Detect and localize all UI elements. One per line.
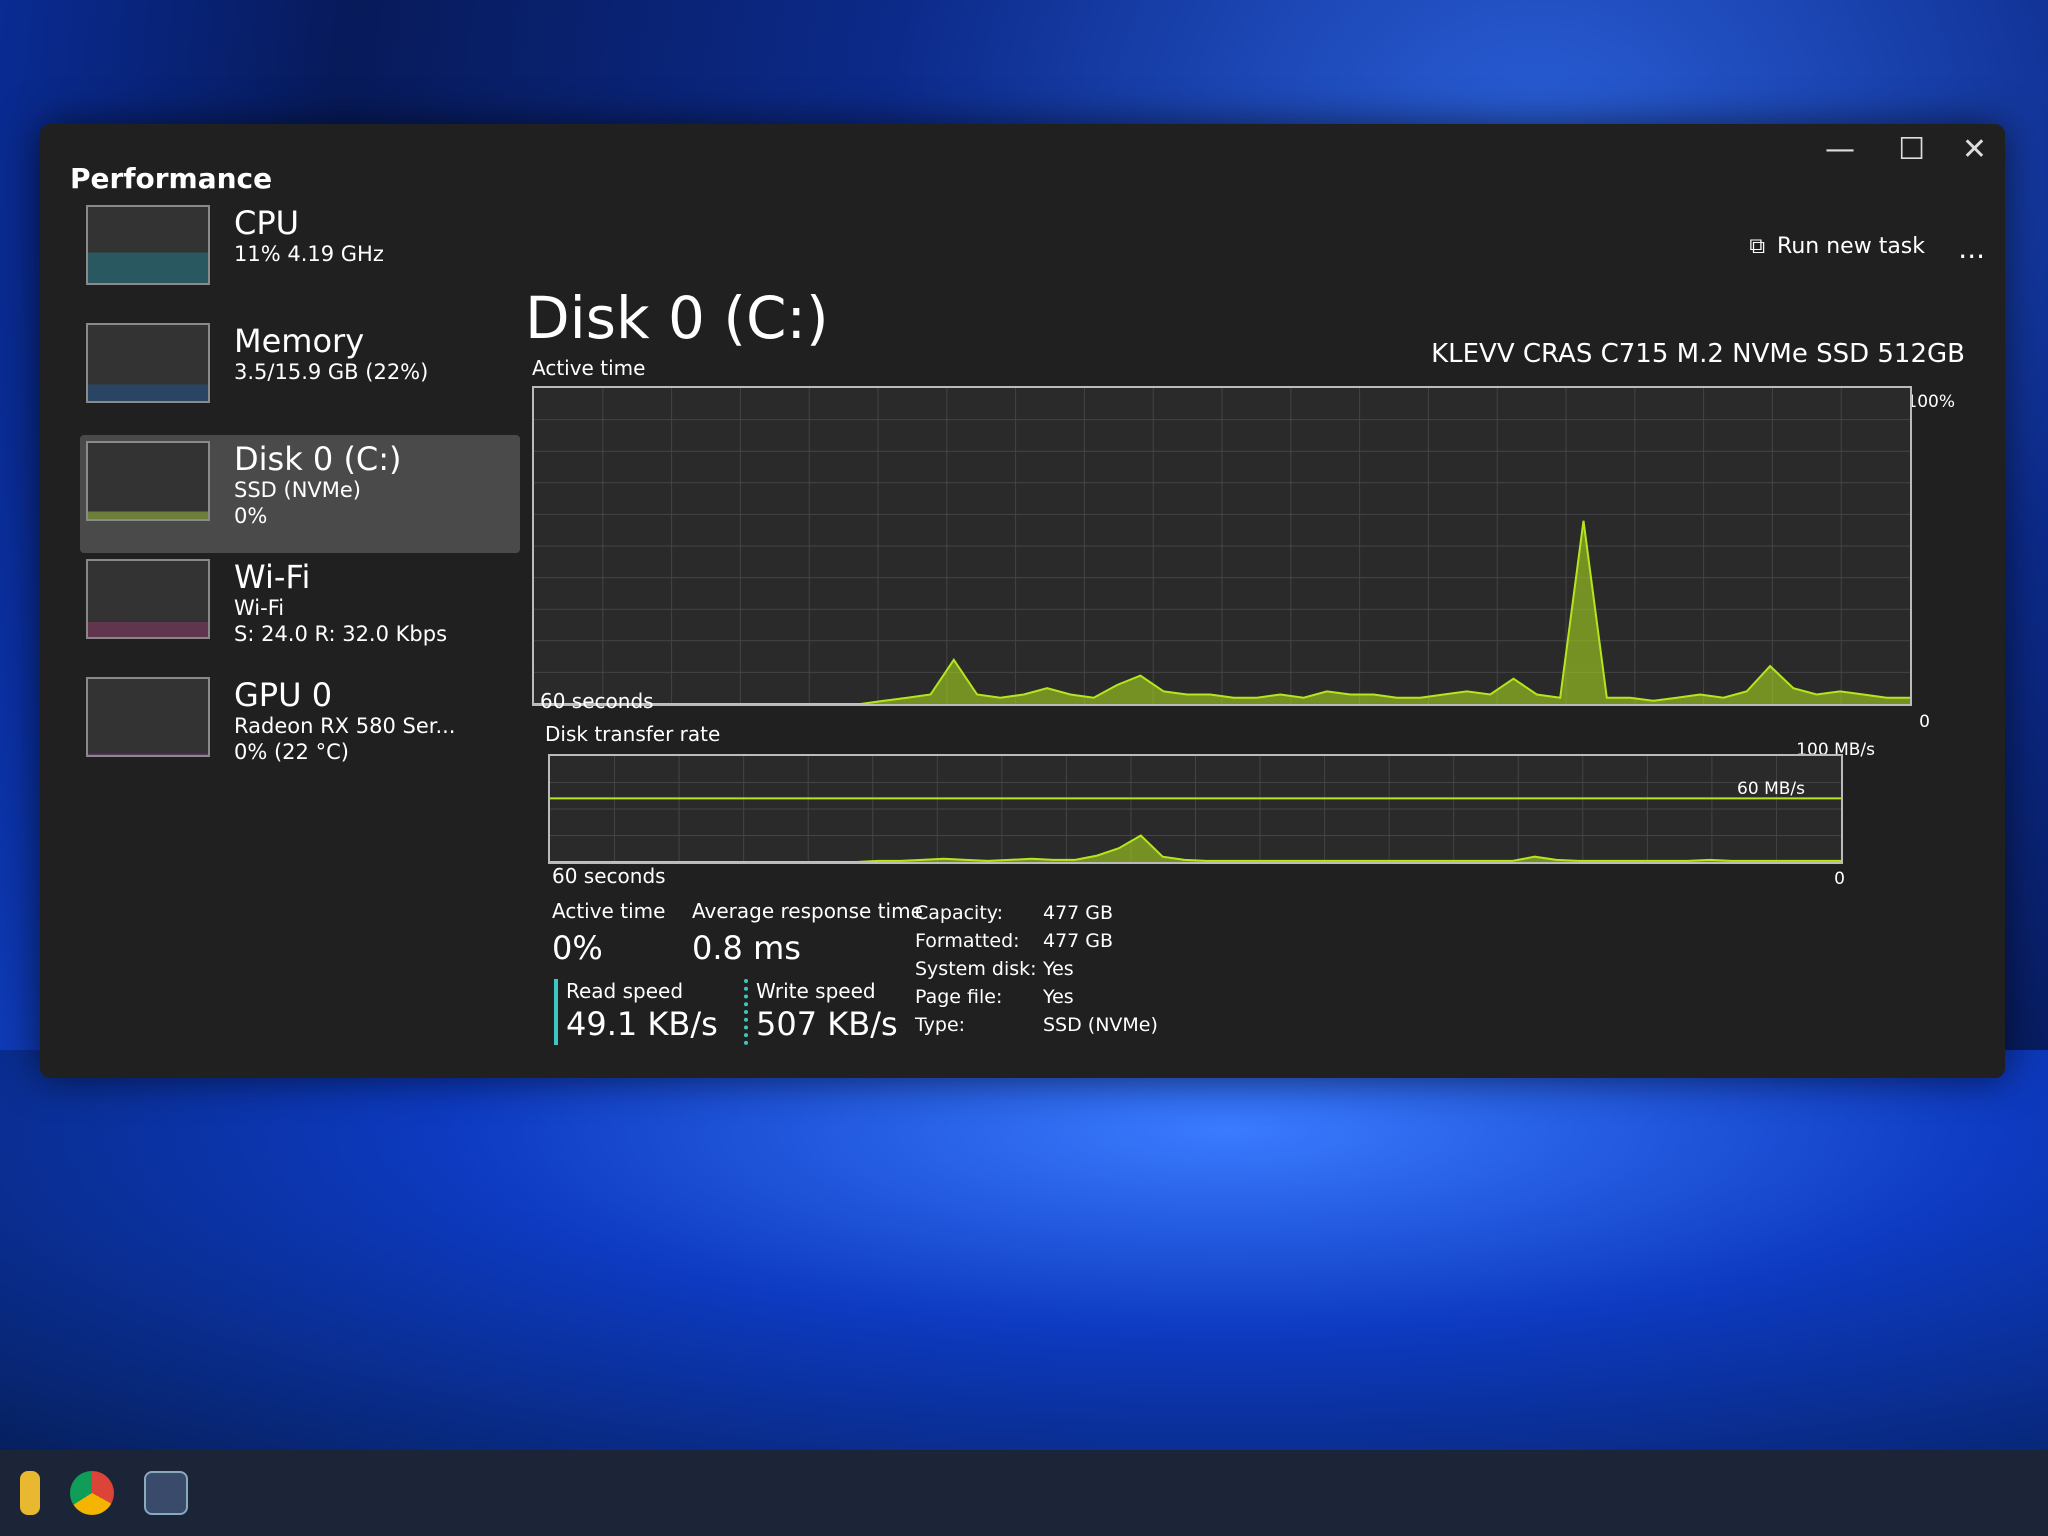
item-detail: 0% (22 °C): [234, 740, 349, 764]
active-time-chart: [532, 386, 1912, 706]
sidebar-item-cpu[interactable]: CPU 11% 4.19 GHz: [80, 199, 520, 317]
file-explorer-icon[interactable]: [20, 1471, 40, 1515]
item-subtitle: 11% 4.19 GHz: [234, 242, 384, 266]
property-key: Formatted:: [915, 930, 1020, 952]
disk-properties: Capacity: 477 GB Formatted: 477 GB System di…: [915, 899, 1158, 1039]
active-max-label: 100%: [1906, 392, 1955, 412]
taskbar: [0, 1450, 2048, 1536]
item-detail: 0%: [234, 504, 268, 528]
mini-graph: [86, 323, 210, 403]
item-subtitle: Wi-Fi: [234, 596, 285, 620]
sidebar-item-gpu-0[interactable]: GPU 0 Radeon RX 580 Ser... 0% (22 °C): [80, 671, 520, 789]
mini-graph: [86, 677, 210, 757]
window-title: Performance: [70, 162, 273, 195]
task-manager-window: Performance — ☐ ✕ ⧉ Run new task ... CPU…: [40, 124, 2005, 1078]
property-row: Capacity: 477 GB: [915, 899, 1158, 927]
property-row: Formatted: 477 GB: [915, 927, 1158, 955]
transfer-time-span: 60 seconds: [552, 864, 666, 888]
minimize-button[interactable]: —: [1825, 132, 1855, 167]
write-indicator: [744, 979, 748, 1045]
active-min-label: 0: [1919, 712, 1930, 732]
run-new-task-button[interactable]: ⧉ Run new task: [1749, 234, 1925, 259]
transfer-line-label: 60 MB/s: [1737, 779, 1805, 799]
item-title: Wi-Fi: [234, 558, 311, 596]
property-key: Type:: [915, 1014, 966, 1036]
transfer-min-label: 0: [1834, 869, 1845, 889]
property-key: Page file:: [915, 986, 1003, 1008]
page-title: Disk 0 (C:): [525, 284, 829, 352]
sidebar-item-wi-fi[interactable]: Wi-Fi Wi-Fi S: 24.0 R: 32.0 Kbps: [80, 553, 520, 671]
property-value: 477 GB: [1043, 902, 1114, 924]
mini-graph: [86, 205, 210, 285]
chrome-icon[interactable]: [70, 1471, 114, 1515]
item-title: Disk 0 (C:): [234, 440, 402, 478]
item-detail: S: 24.0 R: 32.0 Kbps: [234, 622, 448, 646]
run-task-icon: ⧉: [1749, 234, 1766, 259]
property-key: Capacity:: [915, 902, 1004, 924]
more-options-button[interactable]: ...: [1958, 232, 1985, 265]
response-time-value: 0.8 ms: [692, 929, 801, 967]
series-line: [534, 520, 1910, 704]
read-indicator: [554, 979, 558, 1045]
transfer-rate-label: Disk transfer rate: [545, 722, 721, 746]
active-time-label: Active time: [532, 356, 646, 380]
item-subtitle: 3.5/15.9 GB (22%): [234, 360, 429, 384]
property-value: Yes: [1043, 958, 1074, 980]
series-line: [550, 834, 1841, 862]
active-time-value: 0%: [552, 929, 603, 967]
item-title: GPU 0: [234, 676, 333, 714]
property-row: Type: SSD (NVMe): [915, 1011, 1158, 1039]
active-time-stat-label: Active time: [552, 899, 666, 923]
read-speed-value: 49.1 KB/s: [566, 1005, 718, 1043]
write-speed-label: Write speed: [756, 979, 876, 1003]
run-new-task-label: Run new task: [1777, 234, 1925, 259]
sidebar-item-memory[interactable]: Memory 3.5/15.9 GB (22%): [80, 317, 520, 435]
property-row: System disk: Yes: [915, 955, 1158, 983]
desktop-wallpaper: [0, 1050, 2048, 1450]
sidebar-item-disk-0-c[interactable]: Disk 0 (C:) SSD (NVMe) 0%: [80, 435, 520, 553]
mini-graph: [86, 559, 210, 639]
property-value: Yes: [1043, 986, 1074, 1008]
property-key: System disk:: [915, 958, 1037, 980]
response-time-label: Average response time: [692, 899, 923, 923]
item-title: Memory: [234, 322, 365, 360]
write-speed-value: 507 KB/s: [756, 1005, 898, 1043]
property-value: SSD (NVMe): [1043, 1014, 1158, 1036]
maximize-button[interactable]: ☐: [1898, 132, 1925, 167]
mini-graph: [86, 441, 210, 521]
item-subtitle: Radeon RX 580 Ser...: [234, 714, 456, 738]
read-speed-label: Read speed: [566, 979, 684, 1003]
disk-model: KLEVV CRAS C715 M.2 NVMe SSD 512GB: [1431, 339, 1965, 369]
transfer-rate-chart: [548, 754, 1843, 864]
property-row: Page file: Yes: [915, 983, 1158, 1011]
close-button[interactable]: ✕: [1961, 132, 1987, 167]
task-manager-icon[interactable]: [144, 1471, 188, 1515]
active-time-span: 60 seconds: [540, 689, 654, 713]
item-title: CPU: [234, 204, 300, 242]
property-value: 477 GB: [1043, 930, 1114, 952]
item-subtitle: SSD (NVMe): [234, 478, 362, 502]
